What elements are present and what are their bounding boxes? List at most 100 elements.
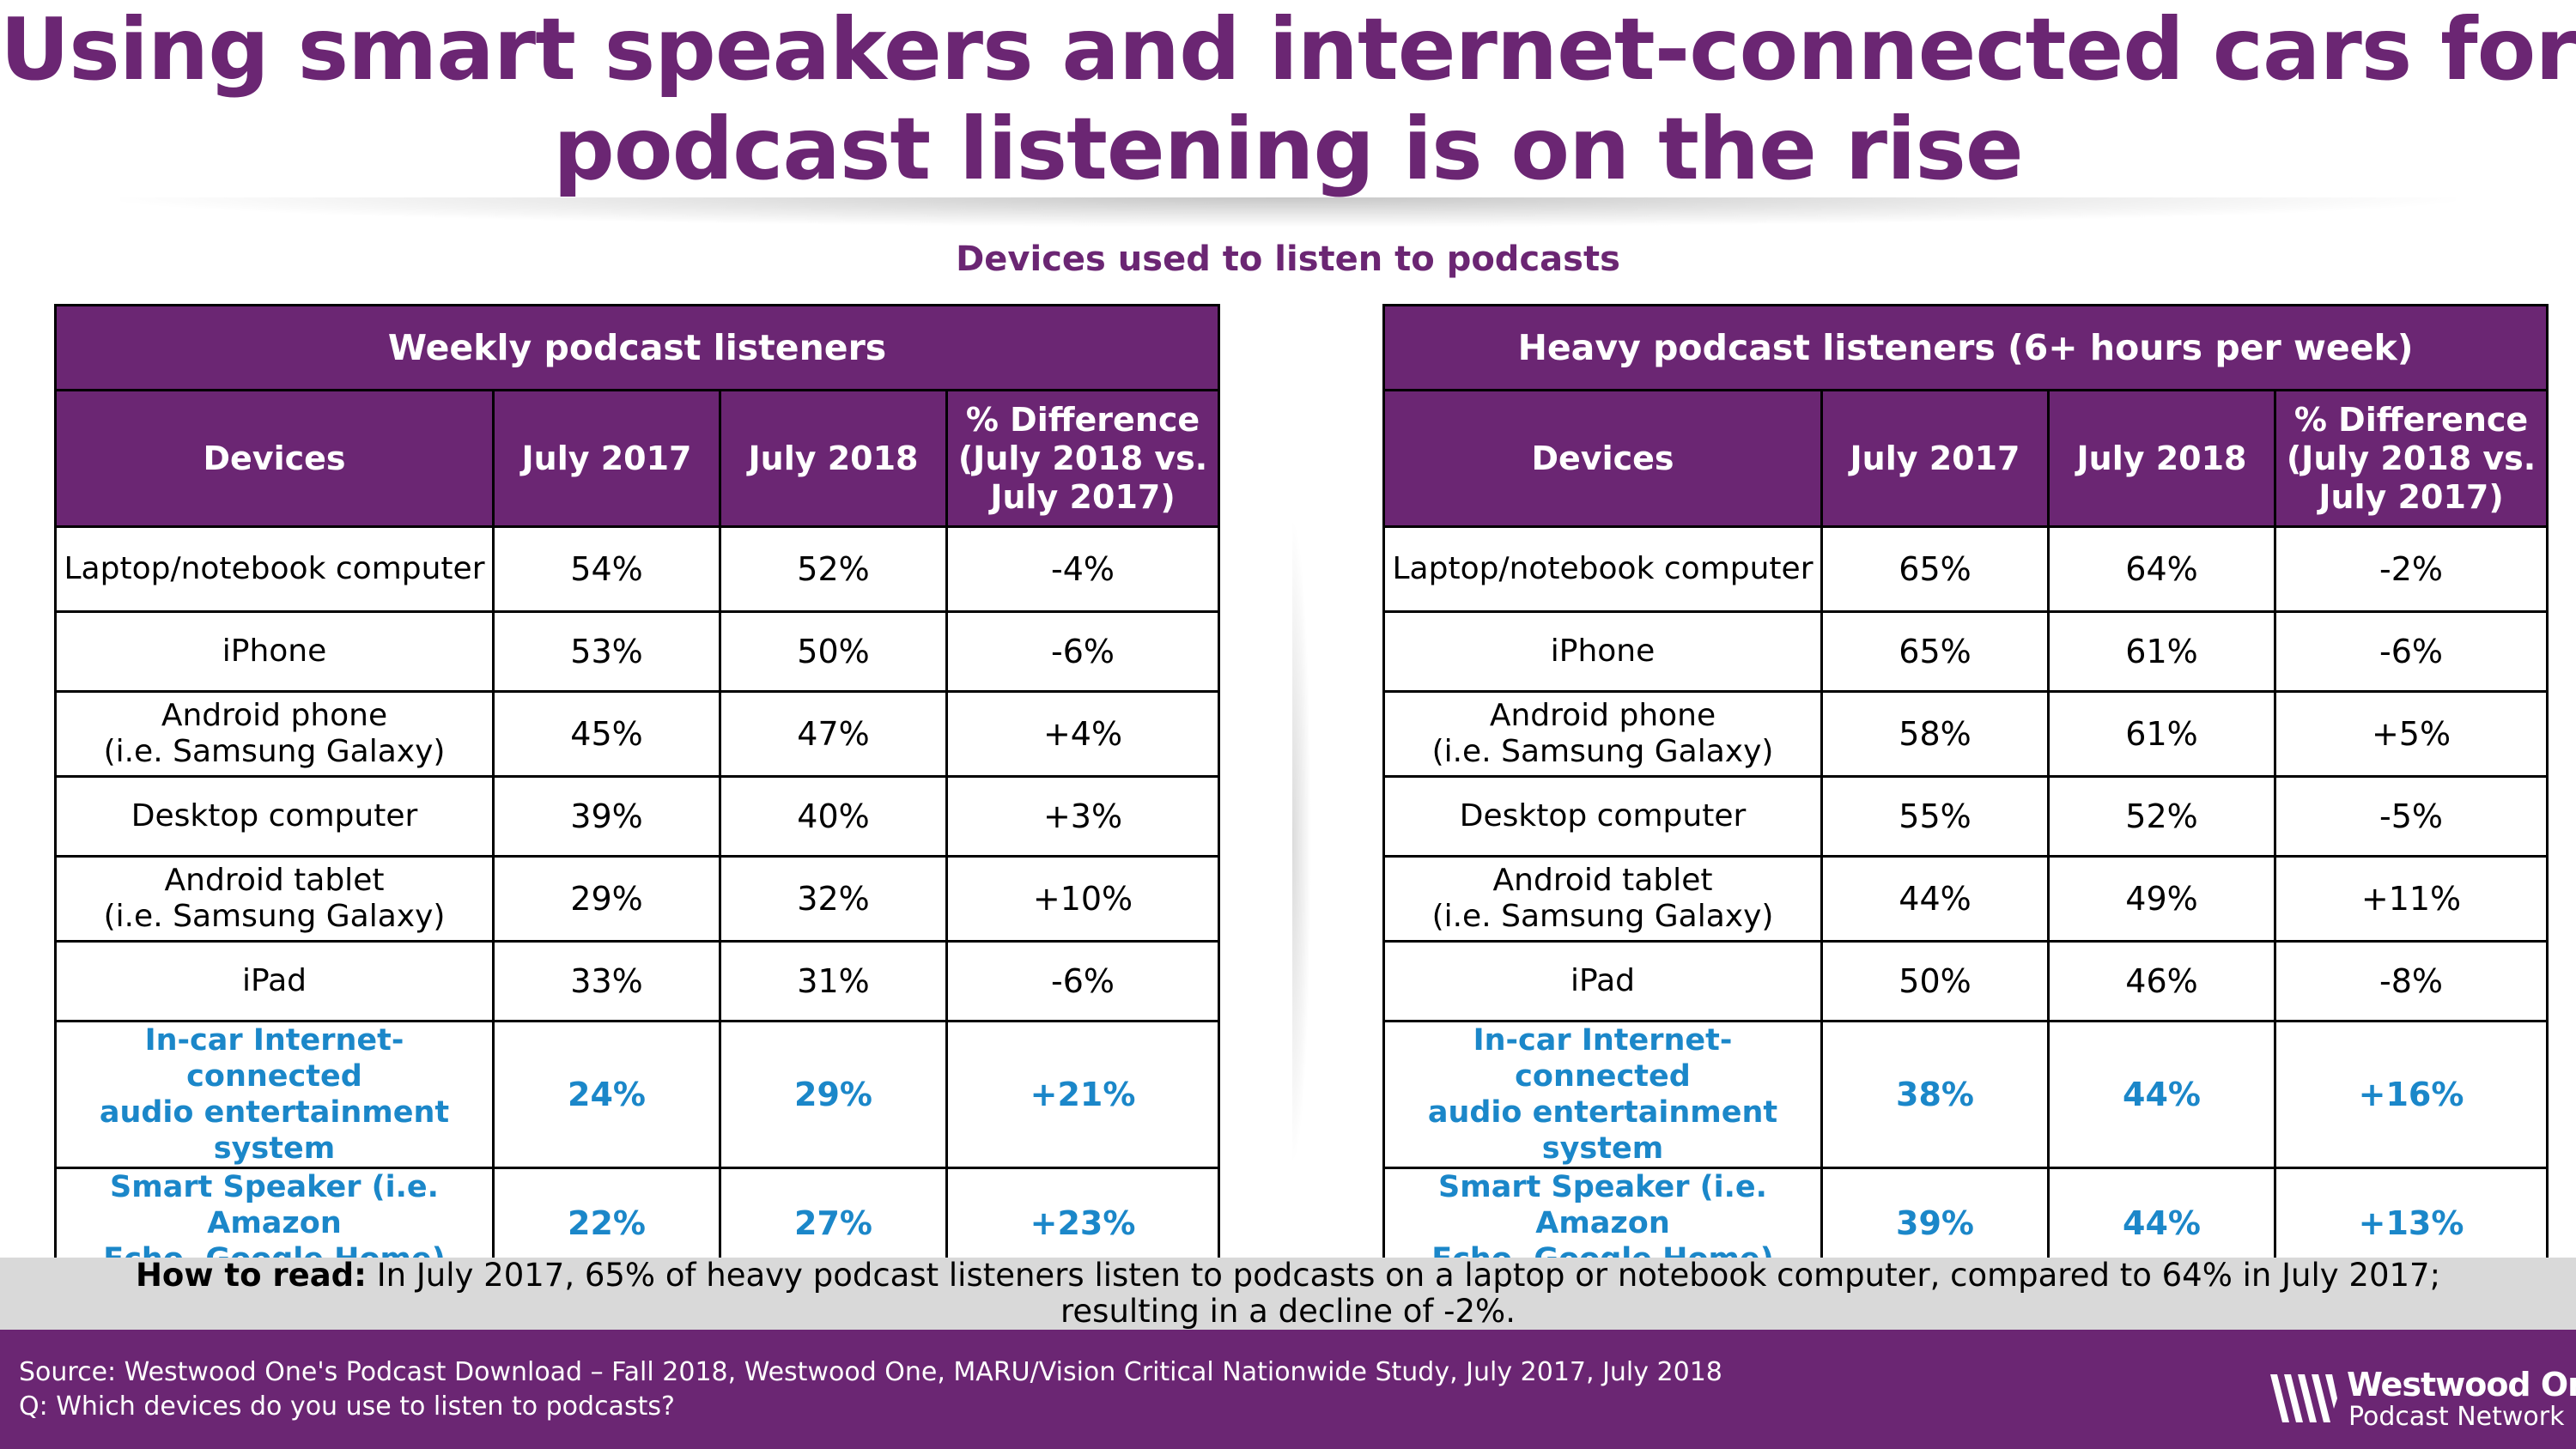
july-2018-cell: 50% [719,610,948,693]
col-header-devices: Devices [1382,389,1823,528]
difference-cell: -4% [945,525,1221,613]
july-2018-cell: 46% [2047,940,2276,1022]
july-2017-cell: 55% [1820,775,2050,858]
device-name: Desktop computer [131,798,418,834]
july-2018-cell: 47% [719,690,948,778]
col-header-difference-line-2: (July 2018 vs. [2286,439,2537,477]
july-2017-cell: 39% [492,775,721,858]
july-2017-cell: 54% [492,525,721,613]
table-row: Android phone (i.e. Samsung Galaxy) 45% 47%… [54,690,1221,778]
july-2017-cell: 29% [492,855,721,943]
device-cell: Android tablet (i.e. Samsung Galaxy) [54,855,495,943]
difference-cell: +3% [945,775,1221,858]
device-cell: Android phone (i.e. Samsung Galaxy) [1382,690,1823,778]
col-header-july-2018: July 2018 [719,389,948,528]
col-header-july-2017: July 2017 [1820,389,2050,528]
footer-source-block: Source: Westwood One's Podcast Download … [19,1355,1722,1424]
table-row: iPad 33% 31% -6% [54,940,1221,1022]
table-row: Android phone (i.e. Samsung Galaxy) 58% 61%… [1382,690,2549,778]
weekly-listeners-table: Weekly podcast listeners Devices July 20… [53,304,1221,1365]
device-cell: iPhone [54,610,495,693]
device-cell: iPhone [1382,610,1823,693]
device-cell: Desktop computer [1382,775,1823,858]
device-name: iPhone [222,634,327,669]
device-cell: iPad [1382,940,1823,1022]
table-row: iPhone 53% 50% -6% [54,610,1221,693]
table-row: In-car Internet-connected audio entertain… [1382,1020,2549,1169]
col-header-july-2018: July 2018 [2047,389,2276,528]
july-2017-cell: 53% [492,610,721,693]
difference-cell: -6% [2273,610,2549,693]
device-detail: (i.e. Samsung Galaxy) [103,734,446,769]
title-divider-shadow [120,197,2456,227]
device-name: iPad [1570,963,1635,998]
device-detail: audio entertainment system [99,1095,450,1166]
device-name: In-car Internet-connected [144,1023,404,1094]
july-2017-cell: 24% [492,1020,721,1169]
col-header-difference-line-2: (July 2018 vs. [957,439,1208,477]
col-header-difference-line-1: % Difference [965,400,1200,439]
device-detail: (i.e. Samsung Galaxy) [103,899,446,934]
how-to-read-line-2: resulting in a decline of -2%. [1060,1293,1516,1330]
col-header-devices: Devices [54,389,495,528]
westwood-one-logo: Westwood One Podcast Network [2267,1364,2576,1433]
table-row: iPad 50% 46% -8% [1382,940,2549,1022]
how-to-read-label: How to read: [135,1257,367,1294]
device-cell: In-car Internet-connected audio entertain… [54,1020,495,1169]
logo-subtitle: Podcast Network [2348,1402,2565,1432]
device-detail: audio entertainment system [1427,1095,1778,1166]
july-2018-cell: 49% [2047,855,2276,943]
col-header-difference-line-3: July 2017) [2318,477,2504,516]
device-cell: Android tablet (i.e. Samsung Galaxy) [1382,855,1823,943]
device-cell: Laptop/notebook computer [1382,525,1823,613]
difference-cell: +4% [945,690,1221,778]
difference-cell: +5% [2273,690,2549,778]
july-2017-cell: 65% [1820,610,2050,693]
device-name: Laptop/notebook computer [1392,551,1814,586]
col-header-difference-line-3: July 2017) [990,477,1176,516]
device-cell: Android phone (i.e. Samsung Galaxy) [54,690,495,778]
table-row: Desktop computer 39% 40% +3% [54,775,1221,858]
device-name: Smart Speaker (i.e. Amazon [110,1170,439,1240]
device-cell: Desktop computer [54,775,495,858]
device-cell: iPad [54,940,495,1022]
device-detail: (i.e. Samsung Galaxy) [1431,899,1774,934]
july-2017-cell: 50% [1820,940,2050,1022]
july-2017-cell: 44% [1820,855,2050,943]
difference-cell: +10% [945,855,1221,943]
difference-cell: +11% [2273,855,2549,943]
device-name: Android phone [161,698,388,733]
col-header-difference: % Difference (July 2018 vs. July 2017) [945,389,1221,528]
july-2018-cell: 61% [2047,690,2276,778]
device-cell: In-car Internet-connected audio entertain… [1382,1020,1823,1169]
july-2018-cell: 52% [2047,775,2276,858]
difference-cell: -6% [945,940,1221,1022]
july-2018-cell: 32% [719,855,948,943]
july-2018-cell: 44% [2047,1020,2276,1169]
question-text: Q: Which devices do you use to listen to… [19,1391,675,1422]
title-line-2: podcast listening is on the rise [553,99,2023,199]
device-detail: (i.e. Samsung Galaxy) [1431,734,1774,769]
july-2018-cell: 64% [2047,525,2276,613]
col-header-july-2017: July 2017 [492,389,721,528]
table-row: Android tablet (i.e. Samsung Galaxy) 44% 49… [1382,855,2549,943]
difference-cell: -2% [2273,525,2549,613]
july-2017-cell: 38% [1820,1020,2050,1169]
difference-cell: -5% [2273,775,2549,858]
subtitle: Devices used to listen to podcasts [956,239,1620,279]
table-row: Laptop/notebook computer 54% 52% -4% [54,525,1221,613]
july-2017-cell: 33% [492,940,721,1022]
how-to-read-text: In July 2017, 65% of heavy podcast liste… [376,1257,2441,1294]
table-row: Android tablet (i.e. Samsung Galaxy) 29% 32… [54,855,1221,943]
july-2018-cell: 61% [2047,610,2276,693]
device-name: iPhone [1550,634,1656,669]
table-row: iPhone 65% 61% -6% [1382,610,2549,693]
heavy-table-heading: Heavy podcast listeners (6+ hours per we… [1382,304,2549,391]
footer: Source: Westwood One's Podcast Download … [0,1330,2576,1449]
device-name: Laptop/notebook computer [64,551,485,586]
device-name: Android tablet [164,863,385,898]
source-text: Source: Westwood One's Podcast Download … [19,1357,1722,1387]
table-row: In-car Internet-connected audio entertain… [54,1020,1221,1169]
device-name: Android phone [1489,698,1716,733]
difference-cell: +21% [945,1020,1221,1169]
